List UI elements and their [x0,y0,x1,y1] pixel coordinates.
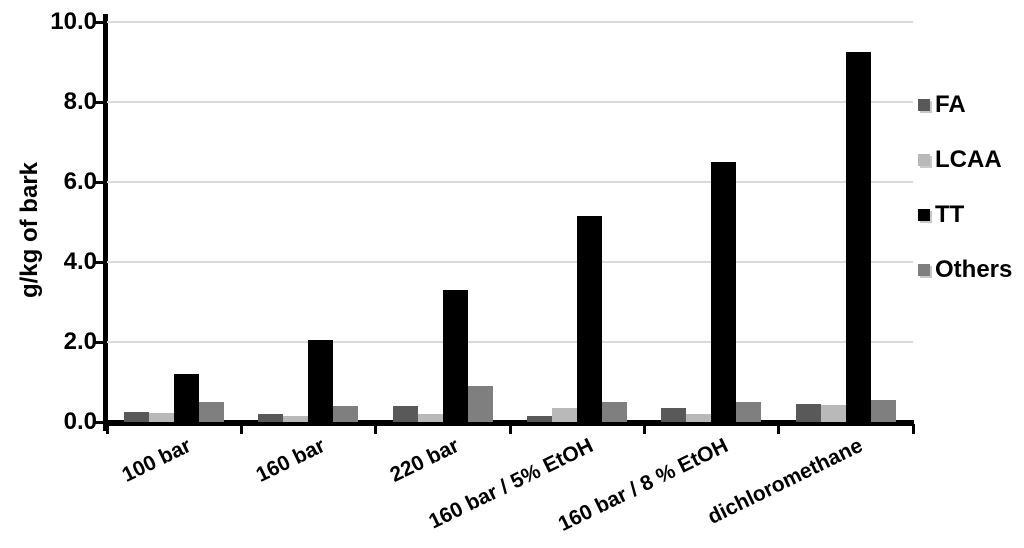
bar-fa [795,404,821,422]
bar-tt [711,162,737,422]
legend-label: FA [935,91,966,118]
legend-marker-icon [918,99,930,111]
bar-fa [124,412,150,422]
x-tick-mark [642,424,646,434]
bar-group-160-bar [241,22,375,422]
y-tick-label: 4.0 [63,248,97,275]
bar-tt [442,290,468,422]
bar-lcaa [283,416,309,422]
bar-fa [258,414,284,422]
legend-marker-icon [918,264,930,276]
legend-item-others: Others [918,256,1012,284]
x-category-label: 100 bar [118,434,195,487]
y-tick-mark [95,21,104,24]
gridline-8.0 [107,101,913,103]
legend-item-lcaa: LCAA [918,146,1012,174]
gridline-6.0 [107,181,913,183]
bar-tt [174,374,200,422]
bar-lcaa [820,405,846,422]
x-tick-mark [508,424,512,434]
bar-tt [845,52,871,422]
legend-label: LCAA [935,146,1002,173]
legend-marker-icon [918,154,930,166]
x-tick-mark [374,424,378,434]
bar-fa [661,408,687,422]
bar-others [736,402,762,422]
bar-tt [577,216,603,422]
legend: FA LCAA TT Others [918,91,1012,311]
gridline-2.0 [107,341,913,343]
bar-fa [527,416,553,422]
y-tick-label: 0.0 [63,408,97,435]
bar-fa [392,406,418,422]
y-tick-mark [95,341,104,344]
bar-lcaa [552,408,578,422]
y-tick-label: 6.0 [63,168,97,195]
y-tick-label: 10.0 [50,8,97,35]
plot-area [107,21,913,422]
x-category-label: 220 bar [386,434,463,487]
y-tick-label: 8.0 [63,88,97,115]
y-tick-label: 2.0 [63,328,97,355]
legend-marker-icon [918,209,930,221]
legend-item-tt: TT [918,201,1012,229]
y-tick-mark [95,181,104,184]
legend-item-fa: FA [918,91,1012,119]
bar-group-100-bar [107,22,241,422]
gridline-10.0 [107,21,913,23]
gridline-4.0 [107,261,913,263]
x-tick-mark [105,424,109,434]
bar-group-160-bar-5-etoh [510,22,644,422]
legend-label: TT [935,201,965,228]
bar-others [602,402,628,422]
bar-group-160-bar-8-etoh [644,22,778,422]
y-axis-line [103,14,108,431]
bar-group-dichloromethane [779,22,913,422]
bar-others [467,386,493,422]
bar-lcaa [417,414,443,422]
x-tick-mark [777,424,781,434]
bar-tt [308,340,334,422]
y-tick-mark [95,261,104,264]
bar-group-220-bar [376,22,510,422]
bar-others [199,402,225,422]
bar-lcaa [686,414,712,422]
x-tick-mark [911,424,915,434]
x-axis-line [103,420,914,426]
legend-label: Others [935,256,1013,283]
y-tick-mark [95,101,104,104]
x-tick-mark [239,424,243,434]
bar-others [870,400,896,422]
x-category-label: 160 bar [252,434,329,487]
bar-lcaa [149,413,175,422]
bar-others [333,406,359,422]
y-tick-mark [95,421,104,424]
